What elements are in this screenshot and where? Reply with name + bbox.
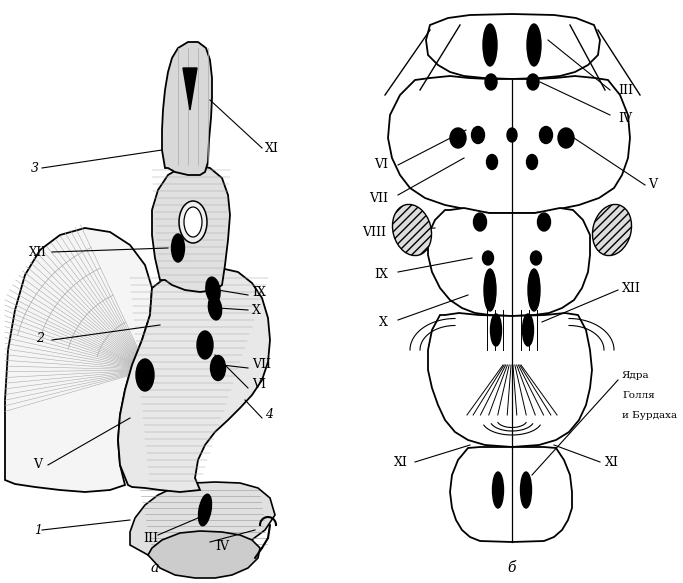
Ellipse shape <box>538 213 550 231</box>
Ellipse shape <box>184 207 202 237</box>
Ellipse shape <box>171 234 184 262</box>
Ellipse shape <box>485 74 497 90</box>
Text: VI: VI <box>374 159 388 171</box>
Ellipse shape <box>471 127 484 143</box>
Ellipse shape <box>490 314 501 346</box>
Text: а: а <box>151 561 159 575</box>
Text: IX: IX <box>252 286 266 298</box>
Ellipse shape <box>507 128 517 142</box>
Text: 1: 1 <box>34 524 42 536</box>
Text: III: III <box>618 83 633 97</box>
Text: X: X <box>379 315 388 328</box>
Ellipse shape <box>486 154 497 170</box>
Text: IV: IV <box>618 111 632 125</box>
Ellipse shape <box>210 356 225 381</box>
Polygon shape <box>388 76 630 213</box>
Ellipse shape <box>473 213 486 231</box>
Ellipse shape <box>208 296 222 320</box>
Polygon shape <box>162 42 212 175</box>
Ellipse shape <box>393 205 432 255</box>
Ellipse shape <box>558 128 574 148</box>
Text: III: III <box>143 532 158 545</box>
Ellipse shape <box>492 472 503 508</box>
Text: VIII: VIII <box>362 226 386 238</box>
Text: IV: IV <box>215 540 229 553</box>
Ellipse shape <box>522 314 533 346</box>
Text: VII: VII <box>252 359 271 371</box>
Text: XII: XII <box>29 245 47 258</box>
Ellipse shape <box>206 277 220 303</box>
Ellipse shape <box>540 127 553 143</box>
Polygon shape <box>118 268 270 492</box>
Ellipse shape <box>450 128 466 148</box>
Text: XI: XI <box>265 142 279 154</box>
Ellipse shape <box>179 201 207 243</box>
Ellipse shape <box>527 154 538 170</box>
Text: 3: 3 <box>31 161 39 174</box>
Text: XI: XI <box>394 455 408 469</box>
Text: Ядра: Ядра <box>622 371 650 380</box>
Text: IX: IX <box>374 269 388 282</box>
Ellipse shape <box>484 269 496 311</box>
Polygon shape <box>130 482 275 558</box>
Ellipse shape <box>199 494 212 526</box>
Polygon shape <box>426 14 600 79</box>
Text: VI: VI <box>252 378 266 392</box>
Ellipse shape <box>136 359 154 391</box>
Ellipse shape <box>528 269 540 311</box>
Polygon shape <box>428 208 590 316</box>
Ellipse shape <box>527 24 541 66</box>
Ellipse shape <box>531 251 542 265</box>
Text: 2: 2 <box>36 332 44 345</box>
Polygon shape <box>148 531 260 578</box>
Polygon shape <box>450 447 572 542</box>
Text: 4: 4 <box>265 409 273 422</box>
Text: и Бурдаха: и Бурдаха <box>622 410 677 420</box>
Polygon shape <box>183 68 197 110</box>
Ellipse shape <box>527 74 539 90</box>
Ellipse shape <box>482 251 494 265</box>
Polygon shape <box>152 165 230 292</box>
Text: б: б <box>507 561 516 575</box>
Ellipse shape <box>592 205 632 255</box>
Text: V: V <box>33 458 42 472</box>
Text: X: X <box>252 304 261 317</box>
Ellipse shape <box>483 24 497 66</box>
Text: Голля: Голля <box>622 391 655 399</box>
Text: V: V <box>648 178 657 191</box>
Text: VII: VII <box>369 191 388 205</box>
Ellipse shape <box>197 331 213 359</box>
Text: XII: XII <box>622 282 641 294</box>
Polygon shape <box>428 313 592 447</box>
Polygon shape <box>5 228 152 492</box>
Text: XI: XI <box>605 455 619 469</box>
Ellipse shape <box>520 472 531 508</box>
